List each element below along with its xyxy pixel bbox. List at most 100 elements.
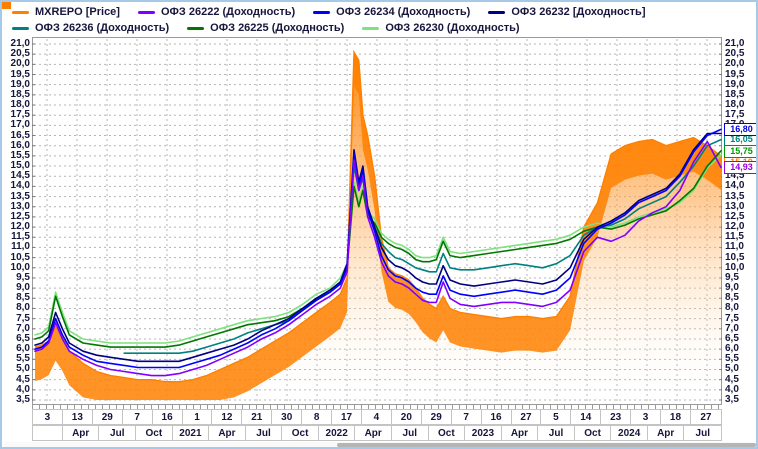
y-tick-label: 7,0 — [725, 322, 739, 334]
x-axis-month-cell: Jul — [392, 426, 429, 440]
y-tick-label: 15,5 — [10, 149, 30, 161]
series-line-5 — [34, 128, 722, 369]
plot-area[interactable] — [32, 37, 722, 405]
x-axis-month-cell-blank — [33, 426, 63, 440]
x-axis-days: 3 13 29 7 16 1 12 21 30 8 17 4 20 29 7 16 27 5 14 23 3 18 27 — [32, 409, 722, 425]
legend-item-label: ОФЗ 26225 (Доходность) — [210, 22, 345, 34]
x-axis-day-cell: 3 — [33, 410, 63, 424]
h-scrollbar[interactable] — [4, 442, 756, 447]
y-tick-label: 16,0 — [10, 139, 30, 151]
y-tick-label: 20,5 — [10, 48, 30, 60]
x-axis-day-cell: 29 — [93, 410, 123, 424]
series-line-2 — [34, 150, 722, 348]
x-axis-day-cell: 17 — [332, 410, 362, 424]
x-axis-day-cell: 27 — [700, 411, 712, 423]
y-tick-label: 18,5 — [10, 88, 30, 100]
y-tick-label: 19,5 — [725, 68, 745, 80]
plot-svg — [32, 37, 722, 405]
x-axis-day-cell: 18 — [661, 410, 691, 424]
legend-item-label: ОФЗ 26232 [Доходность] — [511, 6, 646, 18]
y-tick-label: 18,0 — [10, 99, 30, 111]
legend-item-1[interactable]: ОФЗ 26222 (Доходность) — [137, 5, 295, 19]
x-axis-day-cell: 7 — [123, 410, 153, 424]
y-tick-label: 12,5 — [10, 210, 30, 222]
y-tick-label: 9,5 — [725, 271, 739, 283]
x-axis-day-cell: 27 — [512, 410, 542, 424]
y-tick-label: 12,0 — [10, 221, 30, 233]
x-axis-month-cell: Jul — [695, 427, 710, 439]
x-axis-day-cell: 21 — [242, 410, 273, 424]
x-axis-month-cell: Apr — [648, 426, 685, 440]
y-tick-label: 6,0 — [725, 343, 739, 355]
y-tick-label: 15,0 — [10, 160, 30, 172]
x-axis-day-cell: 20 — [392, 410, 422, 424]
y-tick-label: 3,5 — [725, 394, 739, 405]
y-tick-label: 3,5 — [16, 394, 30, 405]
x-axis-day-cell: 1 — [183, 410, 213, 424]
series-line-6 — [34, 140, 722, 377]
y-tick-label: 5,5 — [725, 353, 739, 365]
y-tick-label: 14,5 — [10, 170, 30, 182]
y-tick-label: 12,5 — [725, 210, 745, 222]
x-axis-month-cell: 2024 — [611, 426, 648, 440]
x-axis-month-cell: Jul — [99, 426, 137, 440]
x-axis-month-cell: Jul — [538, 426, 575, 440]
x-axis-day-cell: 16 — [153, 410, 183, 424]
y-tick-label: 17,5 — [10, 109, 30, 121]
legend-item-5[interactable]: ОФЗ 26225 (Доходность) — [187, 21, 344, 35]
series-line-4 — [34, 132, 722, 363]
x-axis-day-cell: 16 — [482, 410, 512, 424]
y-tick-label: 10,0 — [725, 261, 745, 273]
y-tick-label: 20,0 — [10, 58, 30, 70]
x-axis-month-cell: 2021 — [173, 426, 210, 440]
h-scrollbar-thumb[interactable] — [337, 443, 756, 447]
y-tick-label: 17,5 — [725, 109, 745, 121]
series-line-1 — [34, 154, 722, 344]
legend-swatch-icon — [313, 10, 331, 14]
y-tick-label: 7,5 — [725, 312, 739, 324]
legend-item-label: ОФЗ 26236 (Доходность) — [35, 22, 170, 34]
legend-item-6[interactable]: ОФЗ 26230 (Доходность) — [362, 21, 520, 35]
legend-item-3[interactable]: ОФЗ 26232 [Доходность] — [488, 5, 645, 19]
last-price-label-4: 14,93 — [724, 161, 756, 175]
x-axis-month-cell: Apr — [63, 426, 100, 440]
x-axis-months: Apr Jul Oct 2021 Apr Jul Oct 2022 Apr Jul Oct 2023 A… — [32, 425, 722, 441]
x-axis-day-cell: 7 — [452, 410, 482, 424]
legend-swatch-icon — [137, 10, 155, 14]
x-axis-month-cell: Oct — [575, 426, 612, 440]
y-tick-label: 19,5 — [10, 68, 30, 80]
x-axis-day-cell: 23 — [601, 410, 632, 424]
y-tick-label: 17,0 — [10, 119, 30, 131]
y-tick-label: 4,5 — [16, 373, 30, 385]
x-axis-day-cell: 12 — [212, 410, 243, 424]
y-tick-label: 11,5 — [725, 231, 744, 243]
legend-item-4[interactable]: ОФЗ 26236 (Доходность) — [12, 21, 169, 35]
y-tick-label: 14,0 — [725, 180, 745, 192]
legend-item-2[interactable]: ОФЗ 26234 (Доходность) — [313, 5, 470, 19]
y-tick-label: 5,0 — [725, 363, 739, 375]
y-tick-label: 9,5 — [16, 271, 30, 283]
last-price-label-2: 15,75 — [724, 144, 756, 158]
x-axis-day-cell: 4 — [362, 410, 392, 424]
legend-swatch-icon — [362, 26, 380, 30]
y-tick-label: 20,0 — [725, 58, 745, 70]
legend-item-label: ОФЗ 26234 (Доходность) — [336, 6, 471, 18]
y-tick-label: 4,5 — [725, 373, 739, 385]
y-tick-label: 21,0 — [725, 38, 745, 49]
y-tick-label: 7,0 — [16, 322, 30, 334]
y-tick-label: 20,5 — [725, 48, 745, 60]
legend-item-0[interactable]: MXREPO [Price] — [12, 5, 120, 19]
window-corner-mark — [2, 2, 11, 9]
y-tick-label: 10,5 — [725, 251, 745, 263]
y-tick-label: 11,0 — [11, 241, 30, 253]
y-tick-label: 10,0 — [10, 261, 30, 273]
y-tick-label: 4,0 — [725, 383, 739, 395]
y-tick-label: 19,0 — [725, 78, 745, 90]
y-tick-label: 7,5 — [16, 312, 30, 324]
y-tick-label: 11,5 — [11, 231, 30, 243]
y-tick-label: 21,0 — [10, 38, 30, 49]
x-axis-day-cell: 14 — [571, 410, 602, 424]
y-tick-label: 4,0 — [16, 383, 30, 395]
y-tick-label: 9,0 — [16, 282, 30, 294]
y-tick-label: 18,5 — [725, 88, 745, 100]
